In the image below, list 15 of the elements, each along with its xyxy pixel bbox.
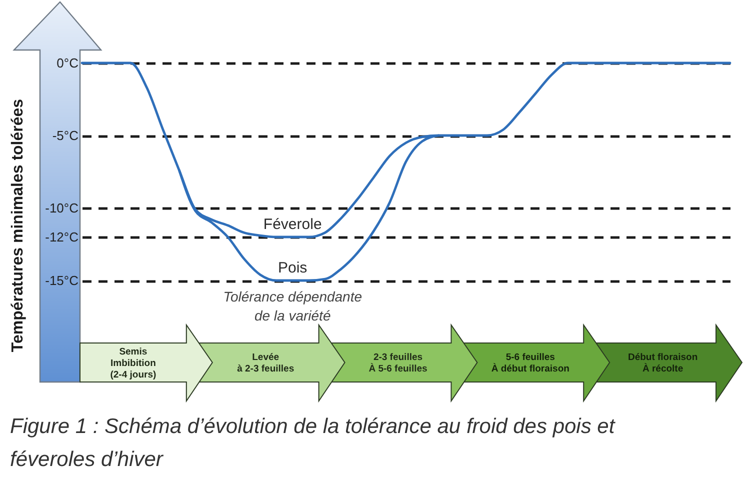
y-tick-label: -15°C — [45, 273, 78, 288]
text: Figure 1 : Schéma d’évolution de la tolérance au froid des pois et féveroles d’hiver — [10, 414, 616, 473]
annotation: Début floraison À récolte — [628, 352, 698, 375]
y-tick-label: -10°C — [45, 200, 78, 216]
y-tick-label: -12°C — [45, 230, 78, 244]
annotation: 5-6 feuilles À début floraison — [491, 352, 570, 375]
y-axis-title: Températures minimales tolérées — [10, 98, 26, 352]
annotation: Tolérance dépendante de la variété — [223, 288, 362, 324]
y-tick-label: -5°C — [52, 128, 78, 143]
annotation: 2-3 feuilles À 5-6 feuilles — [368, 352, 428, 375]
annotation: Levée à 2-3 feuilles — [237, 352, 294, 375]
y-tick-label: 0°C — [56, 56, 78, 70]
annotation: Semis Imbibition (2-4 jours) — [110, 346, 156, 380]
series-label: Pois — [278, 260, 308, 276]
series-label: Féverole — [263, 216, 322, 233]
